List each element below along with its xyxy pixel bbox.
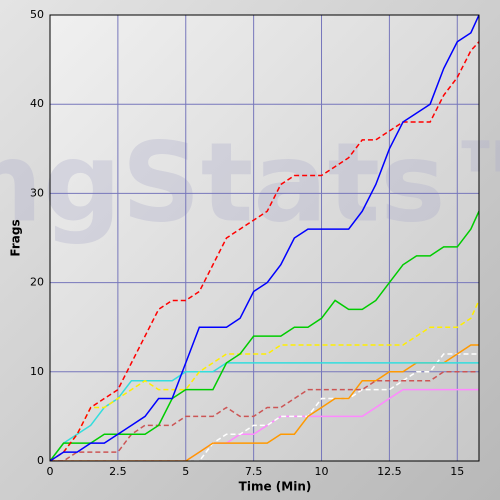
series-line <box>50 210 479 461</box>
y-tick-label: 40 <box>30 97 44 110</box>
y-axis-title: Frags <box>9 219 23 256</box>
y-tick-label: 0 <box>37 454 44 467</box>
x-axis-title: Time (Min) <box>239 480 312 494</box>
series-line <box>50 353 479 461</box>
series-line <box>50 41 479 461</box>
plot-area <box>49 14 480 462</box>
y-tick-label: 10 <box>30 365 44 378</box>
series-line <box>50 300 479 461</box>
y-tick-label: 30 <box>30 186 44 199</box>
x-tick-label: 10 <box>315 465 329 478</box>
x-tick-label: 7.5 <box>245 465 263 478</box>
watermark: ngStats™ <box>0 118 500 246</box>
series-line <box>50 371 479 461</box>
x-tick-label: 2.5 <box>109 465 127 478</box>
series-line <box>50 388 479 461</box>
plot-frame <box>49 14 480 462</box>
y-tick-label: 50 <box>30 8 44 21</box>
x-tick-label: 0 <box>47 465 54 478</box>
x-tick-label: 5 <box>182 465 189 478</box>
series-line <box>50 344 479 461</box>
series-line <box>50 362 479 461</box>
x-tick-label: 15 <box>450 465 464 478</box>
series-line <box>50 15 479 461</box>
y-tick-label: 20 <box>30 276 44 289</box>
x-tick-label: 12.5 <box>377 465 402 478</box>
